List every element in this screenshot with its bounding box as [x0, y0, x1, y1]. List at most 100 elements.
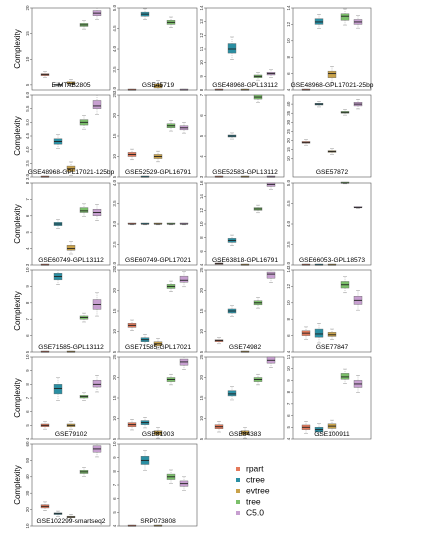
panel-title: GSE102299-smartseq2	[37, 518, 106, 525]
panel-gse100911: 4 5 6 7 8 9 10 11 GSE100911	[286, 354, 372, 440]
y-tick-label: 4	[199, 155, 204, 158]
y-axis-label: Complexity	[13, 465, 22, 505]
y-tick-label: 14	[199, 194, 204, 200]
y-tick-label: 14	[286, 5, 291, 11]
y-tick-label: 25	[199, 354, 204, 360]
y-tick-label: 8	[199, 88, 204, 91]
y-tick-label: 4	[25, 437, 30, 440]
panel-gse48968-gpl13112: 8 9 10 11 12 13 14 GSE48968-GPL13112	[199, 5, 285, 91]
y-tick-label: 20	[112, 113, 117, 119]
y-tick-label: 6.0	[25, 91, 30, 98]
y-tick-label: 4.0	[25, 146, 30, 153]
box-c50	[92, 100, 102, 109]
panel-title: GSE71585-GPL17021	[125, 344, 191, 351]
legend-label: tree	[246, 497, 261, 507]
y-tick-label: 25	[112, 267, 117, 273]
box-c50	[179, 275, 189, 283]
y-tick-label: 5	[25, 424, 30, 427]
y-tick-label: 40	[286, 101, 291, 107]
y-tick-label: 4	[286, 88, 291, 91]
panel-title: GSE60749-GPL17021	[125, 257, 191, 264]
y-tick-label: 15	[286, 147, 291, 153]
box-tree	[340, 373, 350, 380]
y-axis-label: Complexity	[13, 116, 22, 156]
y-tick-label: 3.0	[112, 86, 117, 93]
panel-title: GSE81903	[142, 431, 175, 438]
y-tick-label: 15	[112, 308, 117, 314]
panel-title: GSE48968-GPL13112	[212, 82, 278, 89]
panel-gse52529-gpl16791: 5 10 15 20 25 GSE52529-GPL16791	[112, 92, 198, 178]
y-tick-label: 10	[199, 329, 204, 335]
y-tick-label: 20	[112, 288, 117, 294]
box-ctree	[227, 390, 237, 397]
panel-gse71585-gpl17021: 5 10 15 20 25 GSE71585-GPL17021	[112, 267, 198, 353]
y-tick-label: 10	[25, 354, 30, 360]
y-tick-label: 5	[112, 350, 117, 353]
panel-title: GSE79102	[55, 431, 88, 438]
y-tick-label: 16	[199, 180, 204, 186]
y-tick-label: 9	[286, 379, 291, 382]
y-tick-label: 14	[199, 5, 204, 11]
y-tick-label: 5.5	[25, 105, 30, 112]
box-ctree	[314, 328, 324, 338]
y-tick-label: 10	[286, 300, 291, 306]
y-tick-label: 6	[25, 410, 30, 413]
panel-gse81903: 5 10 15 20 25 GSE81903	[112, 354, 198, 440]
y-tick-label: 15	[112, 133, 117, 139]
y-tick-label: 9	[112, 456, 117, 459]
y-tick-label: 5	[112, 175, 117, 178]
legend-label: C5.0	[246, 508, 264, 518]
y-tick-label: 15	[112, 395, 117, 401]
y-tick-label: 35	[286, 110, 291, 116]
y-tick-label: 25	[112, 92, 117, 98]
panel-frame	[31, 269, 111, 353]
box-ctree	[227, 43, 237, 54]
panel-frame	[292, 182, 372, 266]
box-evtree	[66, 245, 76, 251]
y-tick-label: 12	[286, 21, 291, 27]
y-tick-label: 12	[199, 207, 204, 213]
panel-title: GSE74982	[229, 344, 262, 351]
panel-frame	[205, 94, 285, 178]
legend-label: rpart	[246, 464, 264, 474]
y-tick-label: 10	[112, 416, 117, 422]
panel-gse60749-gpl13112: 3 4 5 6 7 8 GSE60749-GPL13112 Complexity	[13, 181, 111, 266]
panel-gse48968-gpl17021-125bp: 3.0 3.5 4.0 4.5 5.0 5.5 6.0 GSE48968-GPL17021-1…	[13, 91, 115, 180]
legend-swatch	[236, 489, 240, 493]
panel-title: GSE100911	[314, 431, 350, 438]
y-tick-label: 60	[25, 441, 30, 447]
panel-gse48968-gpl17021-25bp: 4 6 8 10 12 14 GSE48968-GPL17021-25bp	[286, 5, 374, 91]
panel-title: GSE77847	[316, 344, 349, 351]
y-tick-label: 25	[286, 128, 291, 134]
y-tick-label: 9	[25, 369, 30, 372]
panel-title: GSE45719	[142, 82, 175, 89]
y-tick-label: 2.0	[112, 261, 117, 268]
y-tick-label: 25	[199, 267, 204, 273]
y-tick-label: 4.5	[25, 132, 30, 139]
y-tick-label: 4	[112, 524, 117, 527]
panel-gse63818-gpl16791: 4 6 8 10 12 14 16 GSE63818-GPL16791	[199, 180, 285, 266]
y-tick-label: 7	[112, 483, 117, 486]
y-tick-label: 4	[25, 247, 30, 250]
y-axis-label: Complexity	[13, 291, 22, 331]
y-tick-label: 3	[199, 175, 204, 178]
panel-gse45719: 3.0 3.5 4.0 4.5 5.0 GSE45719	[112, 4, 198, 93]
y-tick-label: 3.0	[112, 220, 117, 227]
panel-e-mtab2805: 5 10 15 20 E-MTAB2805 Complexity	[13, 5, 111, 91]
panel-gse84383: 5 10 15 20 25 GSE84383	[199, 354, 285, 440]
box-evtree	[327, 70, 337, 78]
y-tick-label: 25	[112, 354, 117, 360]
y-tick-label: 5.0	[112, 4, 117, 11]
y-tick-label: 5	[112, 511, 117, 514]
y-tick-label: 7	[25, 317, 30, 320]
y-tick-label: 5.0	[286, 179, 291, 186]
y-tick-label: 5	[199, 134, 204, 137]
panel-gse52583-gpl13112: 3 4 5 6 7 GSE52583-GPL13112	[199, 93, 285, 178]
y-tick-label: 20	[25, 507, 30, 513]
y-tick-label: 30	[286, 119, 291, 125]
panel-frame	[292, 94, 372, 178]
y-tick-label: 5	[199, 350, 204, 353]
y-tick-label: 4	[199, 263, 204, 266]
y-tick-label: 5	[25, 350, 30, 353]
y-tick-label: 20	[112, 375, 117, 381]
